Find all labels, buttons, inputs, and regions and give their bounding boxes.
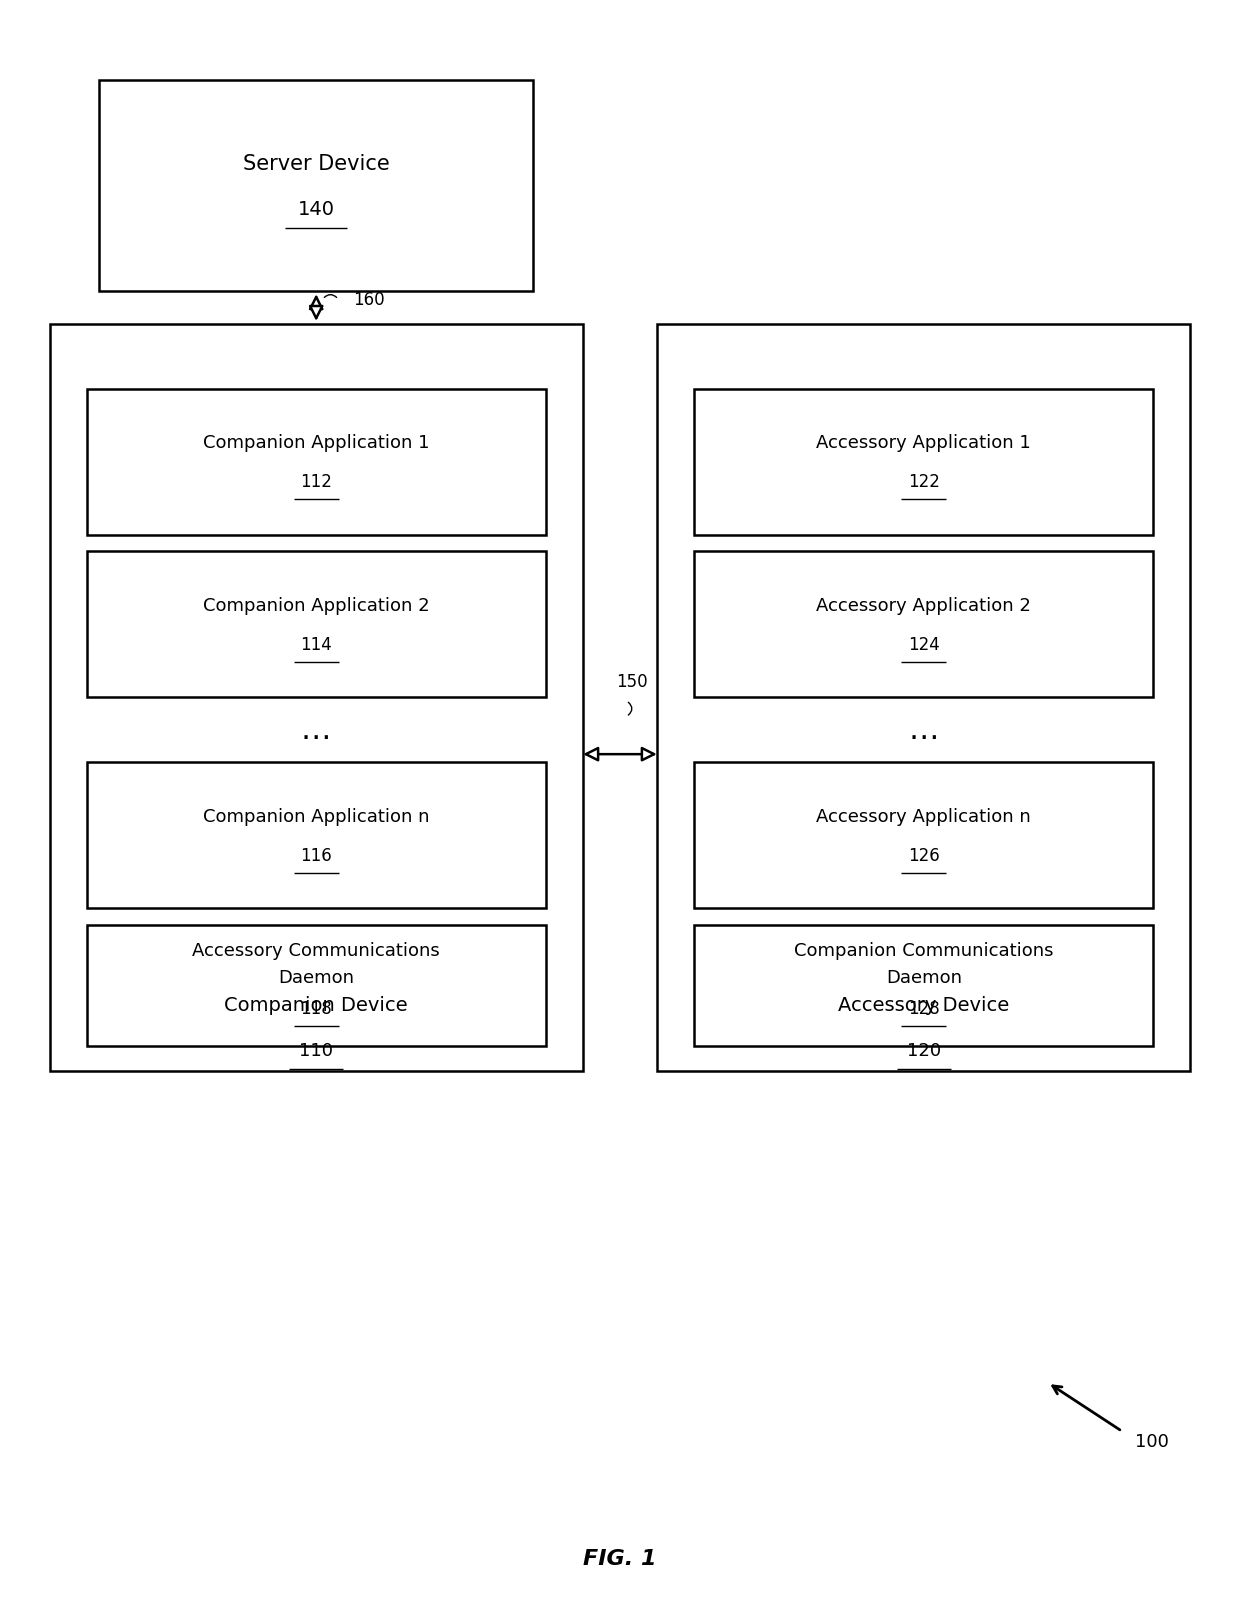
Text: Companion Application 2: Companion Application 2 — [203, 596, 429, 615]
FancyBboxPatch shape — [50, 325, 583, 1071]
Text: ⋯: ⋯ — [909, 724, 939, 753]
Text: 128: 128 — [908, 1000, 940, 1018]
Text: 112: 112 — [300, 472, 332, 492]
FancyBboxPatch shape — [99, 81, 533, 292]
Text: Accessory Application 1: Accessory Application 1 — [816, 433, 1032, 453]
Text: Daemon: Daemon — [885, 969, 962, 987]
Text: Accessory Communications: Accessory Communications — [192, 941, 440, 959]
Text: Companion Application n: Companion Application n — [203, 807, 429, 826]
Text: ⋯: ⋯ — [301, 724, 331, 753]
FancyBboxPatch shape — [694, 552, 1153, 698]
Text: 126: 126 — [908, 846, 940, 865]
Text: 120: 120 — [906, 1040, 941, 1060]
Text: 110: 110 — [299, 1040, 334, 1060]
Text: 100: 100 — [1135, 1431, 1168, 1451]
Text: 116: 116 — [300, 846, 332, 865]
Text: Accessory Device: Accessory Device — [838, 995, 1009, 1014]
FancyBboxPatch shape — [694, 925, 1153, 1047]
Text: Companion Communications: Companion Communications — [794, 941, 1054, 959]
FancyBboxPatch shape — [87, 390, 546, 536]
FancyBboxPatch shape — [694, 390, 1153, 536]
Text: 150: 150 — [616, 672, 649, 691]
Text: 140: 140 — [298, 200, 335, 219]
Text: Companion Application 1: Companion Application 1 — [203, 433, 429, 453]
Text: 122: 122 — [908, 472, 940, 492]
Text: 118: 118 — [300, 1000, 332, 1018]
Text: Daemon: Daemon — [278, 969, 355, 987]
Text: 124: 124 — [908, 635, 940, 654]
FancyBboxPatch shape — [87, 925, 546, 1047]
FancyBboxPatch shape — [87, 552, 546, 698]
FancyBboxPatch shape — [657, 325, 1190, 1071]
Text: Accessory Application n: Accessory Application n — [816, 807, 1032, 826]
Text: FIG. 1: FIG. 1 — [583, 1548, 657, 1568]
FancyBboxPatch shape — [87, 763, 546, 909]
Text: 160: 160 — [353, 291, 386, 310]
Text: Accessory Application 2: Accessory Application 2 — [816, 596, 1032, 615]
Text: 114: 114 — [300, 635, 332, 654]
Text: Companion Device: Companion Device — [224, 995, 408, 1014]
Text: Server Device: Server Device — [243, 154, 389, 174]
FancyBboxPatch shape — [694, 763, 1153, 909]
